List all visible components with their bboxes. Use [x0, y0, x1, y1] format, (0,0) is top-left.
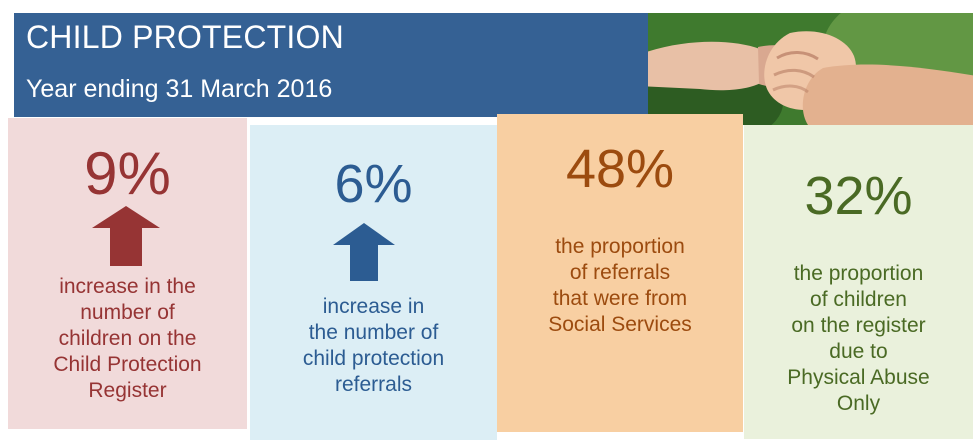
header-banner: CHILD PROTECTION Year ending 31 March 20… — [14, 13, 648, 117]
stat-value: 32% — [804, 166, 913, 226]
up-arrow-icon — [333, 223, 395, 281]
stat-description: the proportion of referrals that were fr… — [548, 235, 692, 336]
stat-value: 9% — [84, 140, 171, 207]
page-title: CHILD PROTECTION — [26, 19, 344, 55]
page-subtitle: Year ending 31 March 2016 — [26, 75, 333, 103]
stat-value: 6% — [334, 154, 413, 214]
holding-hands-illustration — [648, 13, 973, 125]
up-arrow-icon — [92, 206, 160, 266]
stat-value: 48% — [565, 139, 675, 199]
stat-description: increase in the number of children on th… — [53, 275, 202, 402]
stat-card-social-services-referrals: 48% the proportion of referrals that wer… — [497, 114, 743, 432]
stat-description: the proportion of children on the regist… — [787, 262, 930, 415]
holding-hands-photo — [648, 13, 973, 125]
stat-description: increase in the number of child protecti… — [302, 295, 445, 396]
stat-card-referrals-increase: 6% increase in the number of child prote… — [250, 125, 497, 440]
stat-card-physical-abuse: 32% the proportion of children on the re… — [744, 125, 973, 439]
stat-card-children-on-register: 9% increase in the number of children on… — [8, 118, 247, 429]
